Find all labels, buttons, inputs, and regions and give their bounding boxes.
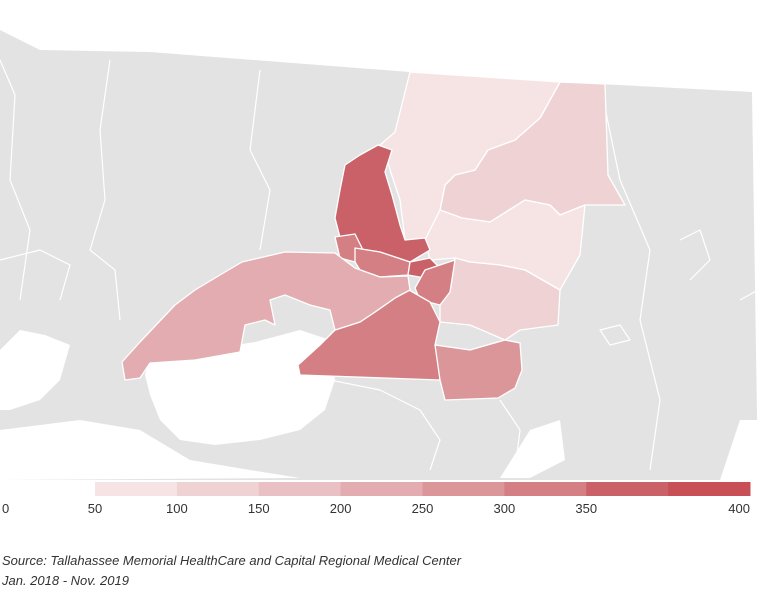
- legend-bin: [258, 482, 342, 496]
- legend-tick-label: 50: [88, 501, 102, 516]
- source-note: Source: Tallahassee Memorial HealthCare …: [2, 551, 772, 591]
- legend-bin: [504, 482, 587, 496]
- white-water-area-south: [0, 420, 300, 480]
- county-line: [599, 83, 661, 471]
- source-line: Source: Tallahassee Memorial HealthCare …: [2, 553, 462, 568]
- county-line: [0, 249, 71, 301]
- white-water-area-left: [0, 330, 70, 410]
- white-water-area-east: [720, 420, 758, 480]
- choropleth-regions: [121, 71, 626, 401]
- legend-tick-label: 0: [2, 501, 9, 516]
- legend-tick-label: 350: [575, 501, 597, 516]
- county-line: [679, 229, 711, 281]
- legend-bin: [586, 482, 669, 496]
- region-central-right: [414, 259, 456, 306]
- legend-tick-label: 200: [330, 501, 352, 516]
- region-south-block: [434, 339, 523, 401]
- county-line: [739, 289, 759, 301]
- legend-tick-label: 300: [494, 501, 516, 516]
- legend-bin: [95, 482, 178, 496]
- county-line: [599, 324, 631, 346]
- legend-tick-label: 150: [248, 501, 270, 516]
- region-west-arm: [121, 251, 411, 381]
- legend: 0 50 100 150 200 250 300 350 400: [2, 482, 751, 516]
- legend-bin: [176, 482, 260, 496]
- county-line: [499, 399, 521, 471]
- region-north-center-dark: [334, 144, 431, 263]
- legend-tick-label: 250: [412, 501, 434, 516]
- date-range: Jan. 2018 - Nov. 2019: [2, 573, 129, 588]
- legend-bin: [668, 482, 751, 496]
- legend-bin: [340, 482, 423, 496]
- legend-bin: [422, 482, 505, 496]
- map: [0, 30, 759, 480]
- county-line: [89, 59, 121, 321]
- legend-tick-label: 100: [166, 501, 188, 516]
- county-line: [329, 379, 441, 471]
- county-line: [249, 69, 271, 251]
- legend-cap: [738, 482, 750, 496]
- legend-tick-label: 400: [728, 501, 750, 516]
